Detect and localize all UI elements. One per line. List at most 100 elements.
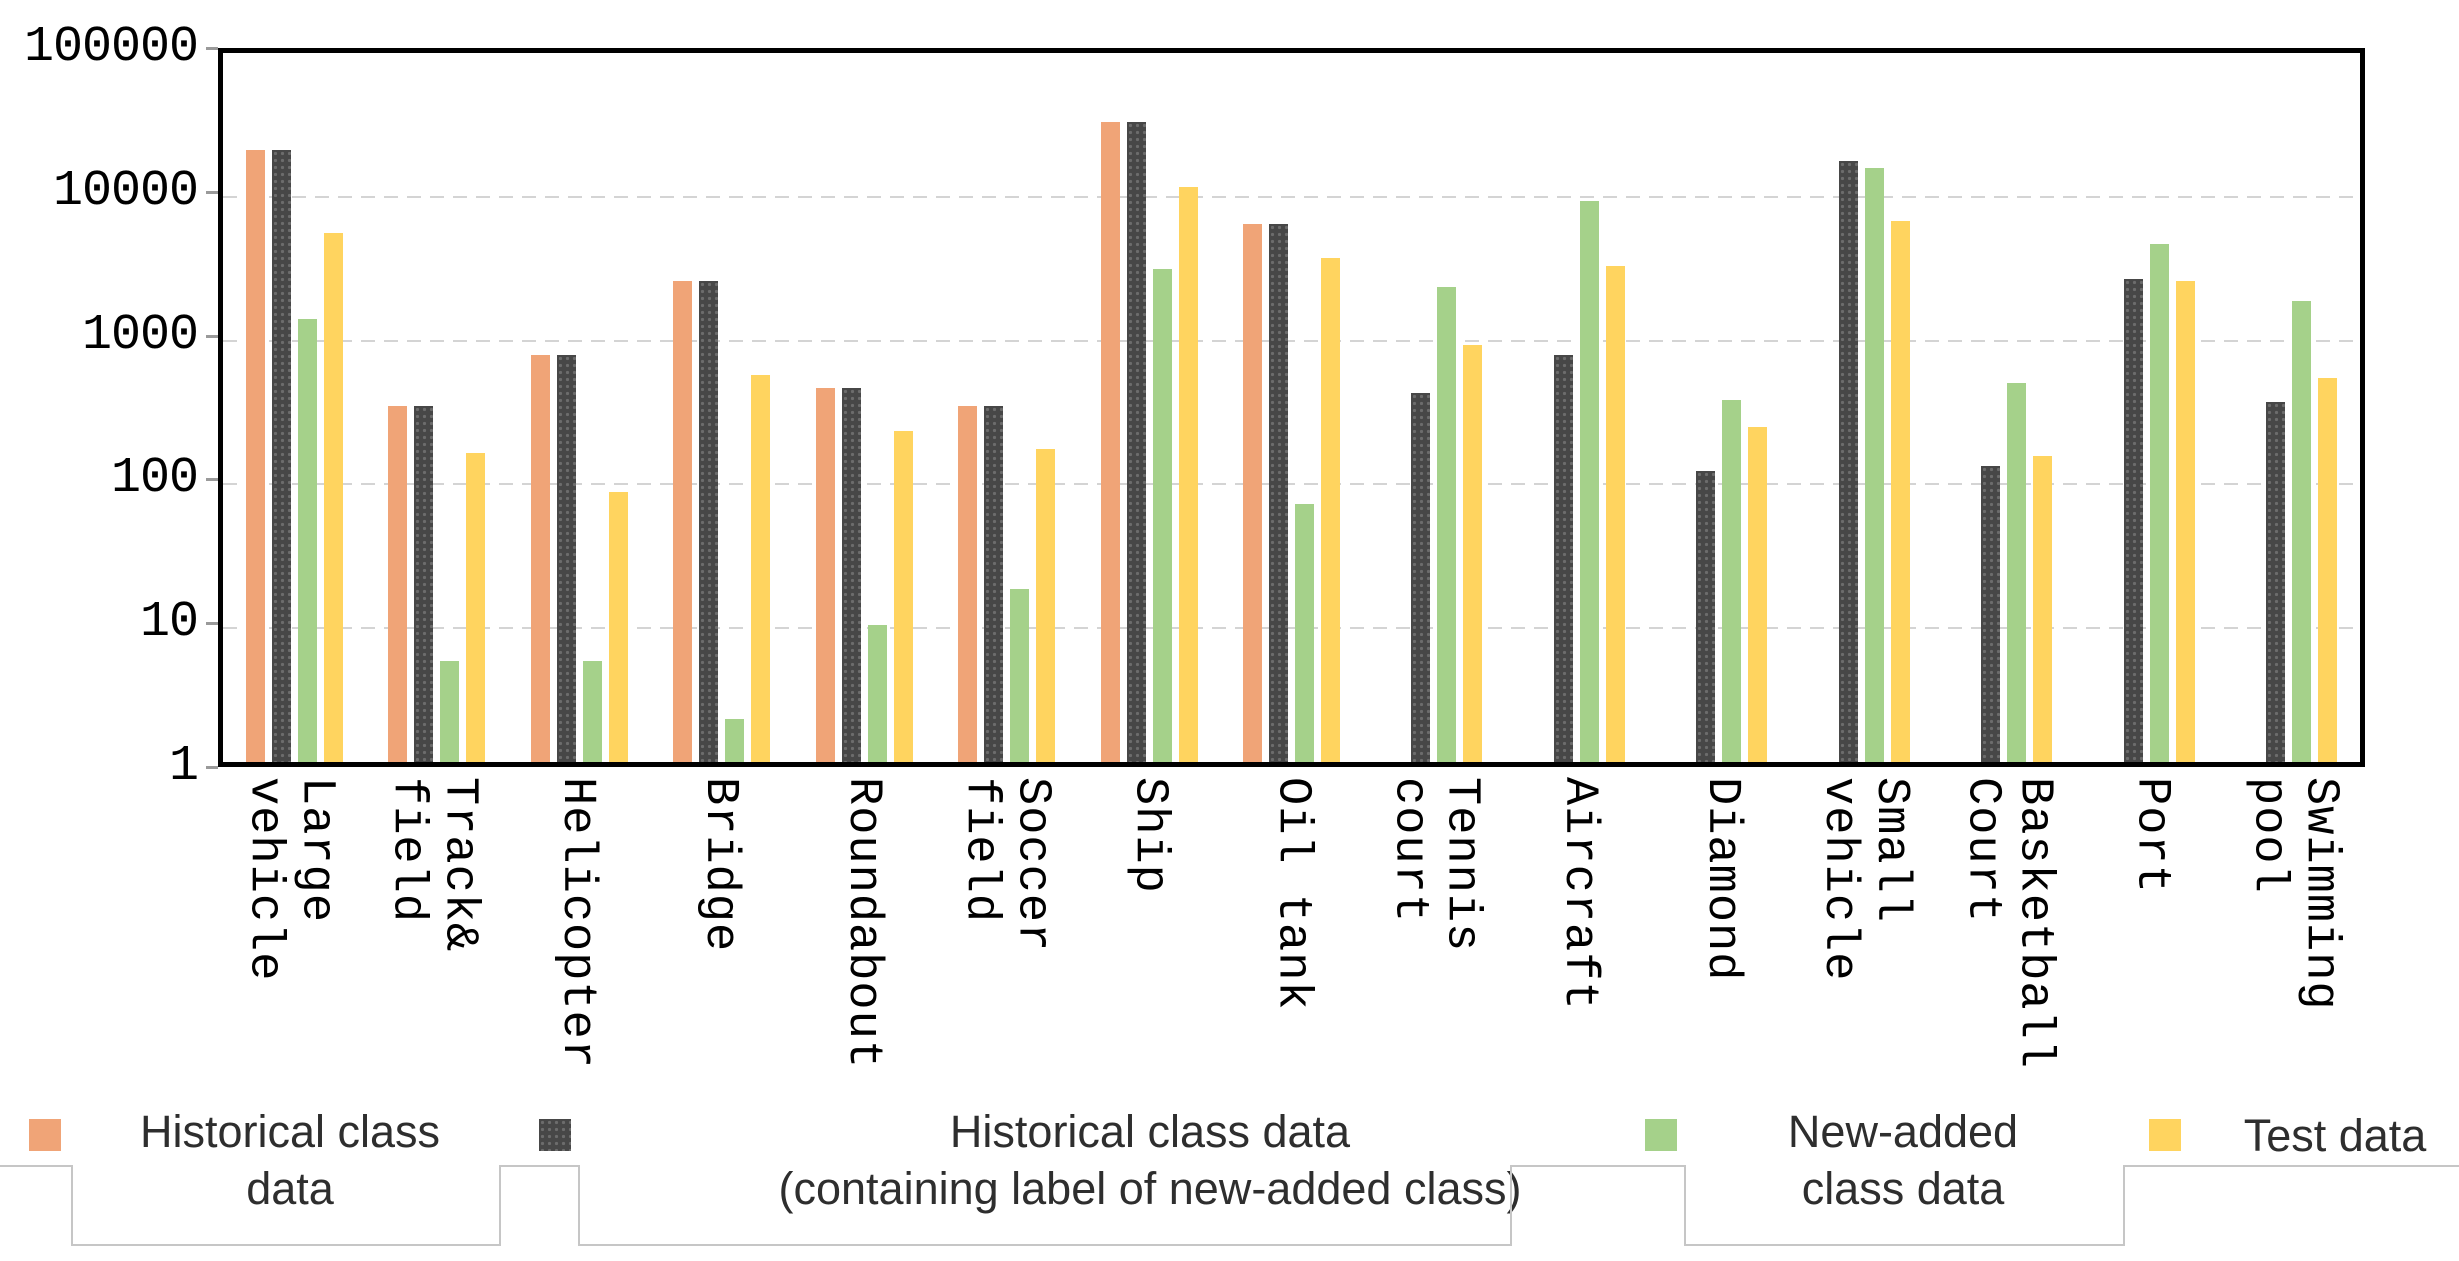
bar-slot [1126,53,1146,762]
bar-series0 [1243,224,1263,762]
x-category-label: Bridge [647,777,790,1122]
bar-group-aircraft [1505,53,1647,762]
bar-slot [1321,53,1341,762]
bar-slot [1152,53,1172,762]
bar-slot [271,53,291,762]
bar-slot [673,53,693,762]
y-tick-label: 100 [110,450,199,508]
x-category-label-text: Soccer field [953,777,1059,953]
bar-group-small-vehicle [1790,53,1932,762]
bar-slot [2149,53,2169,762]
plot-area [218,48,2365,767]
bar-series2 [1010,589,1030,762]
bar-series0 [245,150,265,762]
bar-series2 [1152,269,1172,762]
bar-slot [1269,53,1289,762]
x-axis-category-labels: Large vehicle Track& field Helicopter Bridg… [218,777,2365,1122]
x-category-label-text: Basketball Court [1955,777,2061,1070]
bar-series2 [1437,287,1457,762]
bar-slot [1528,53,1547,762]
x-category-label-text: Swimming pool [2241,777,2347,1011]
bar-series3 [2318,378,2338,762]
artifact-box [1684,1165,2125,1246]
y-tick-mark [206,334,218,338]
bar-groups [223,53,2360,762]
bar-slot [815,53,835,762]
bar-slot [297,53,317,762]
bar-slot [2318,53,2338,762]
x-category-label-text: Large vehicle [237,777,343,982]
bar-series1 [1269,224,1289,762]
bar-slot [1813,53,1832,762]
bar-slot [2240,53,2259,762]
gridline [223,339,2360,342]
legend-swatch-series0 [29,1119,61,1151]
bar-group-soccer-field [935,53,1077,762]
bar-slot [1036,53,1056,762]
bar-slot [2123,53,2143,762]
x-category-label: Port [2079,777,2222,1122]
bar-slot [1748,53,1768,762]
bar-slot [1890,53,1910,762]
y-tick-label: 10000 [52,162,199,220]
bar-series1 [1553,355,1573,762]
bar-series0 [958,406,978,762]
x-category-label-text: Tennis court [1382,777,1488,953]
bar-slot [1010,53,1030,762]
bar-series3 [1178,187,1198,762]
bar-group-basketball-court [1933,53,2075,762]
bar-slot [1864,53,1884,762]
bar-series1 [1126,122,1146,762]
artifact-box [578,1165,1512,1246]
bar-slot [1553,53,1573,762]
bar-slot [1243,53,1263,762]
bar-slot [1579,53,1599,762]
bar-group-bridge [650,53,792,762]
bar-slot [2007,53,2027,762]
bar-slot [751,53,771,762]
bar-series3 [1321,258,1341,762]
y-tick-label: 10 [139,594,199,652]
bar-series2 [1864,168,1884,762]
artifact-line [2125,1165,2459,1167]
legend-swatch-series2 [1645,1119,1677,1151]
bar-slot [958,53,978,762]
bar-series3 [2175,281,2195,762]
bar-series2 [440,661,460,762]
bar-slot [1437,53,1457,762]
legend-label-series3: Test data [2243,1110,2427,1161]
artifact-box [71,1165,501,1246]
bar-series2 [2007,383,2027,762]
artifact-line [0,1165,71,1167]
bar-slot [414,53,434,762]
bar-slot [893,53,913,762]
bar-slot [2175,53,2195,762]
legend-swatch-series1 [539,1119,571,1151]
bar-slot [1463,53,1483,762]
bar-slot [1605,53,1625,762]
bar-slot [984,53,1004,762]
bar-slot [245,53,265,762]
bar-series2 [2292,301,2312,762]
bar-group-port [2075,53,2217,762]
y-tick-mark [206,766,218,769]
bar-series1 [414,406,434,762]
bar-series1 [1696,471,1716,762]
bar-series3 [1748,427,1768,762]
x-category-label-text: Bridge [692,777,746,953]
bar-slot [1178,53,1198,762]
bar-slot [867,53,887,762]
x-category-label: Ship [1077,777,1220,1122]
bar-series1 [1981,466,2001,762]
x-category-label-text: Oil tank [1265,777,1319,1011]
bar-series0 [530,355,550,762]
bar-slot [530,53,550,762]
x-category-label: Track& field [361,777,504,1122]
legend-label-series1: Historical class data (containing label … [778,1106,1522,1214]
x-category-label: Soccer field [934,777,1077,1122]
legend-label-series2: New-added class data [1787,1106,2019,1214]
y-tick-mark [206,622,218,626]
bar-group-large-vehicle [223,53,365,762]
bar-series3 [466,453,486,762]
bar-series3 [893,431,913,762]
